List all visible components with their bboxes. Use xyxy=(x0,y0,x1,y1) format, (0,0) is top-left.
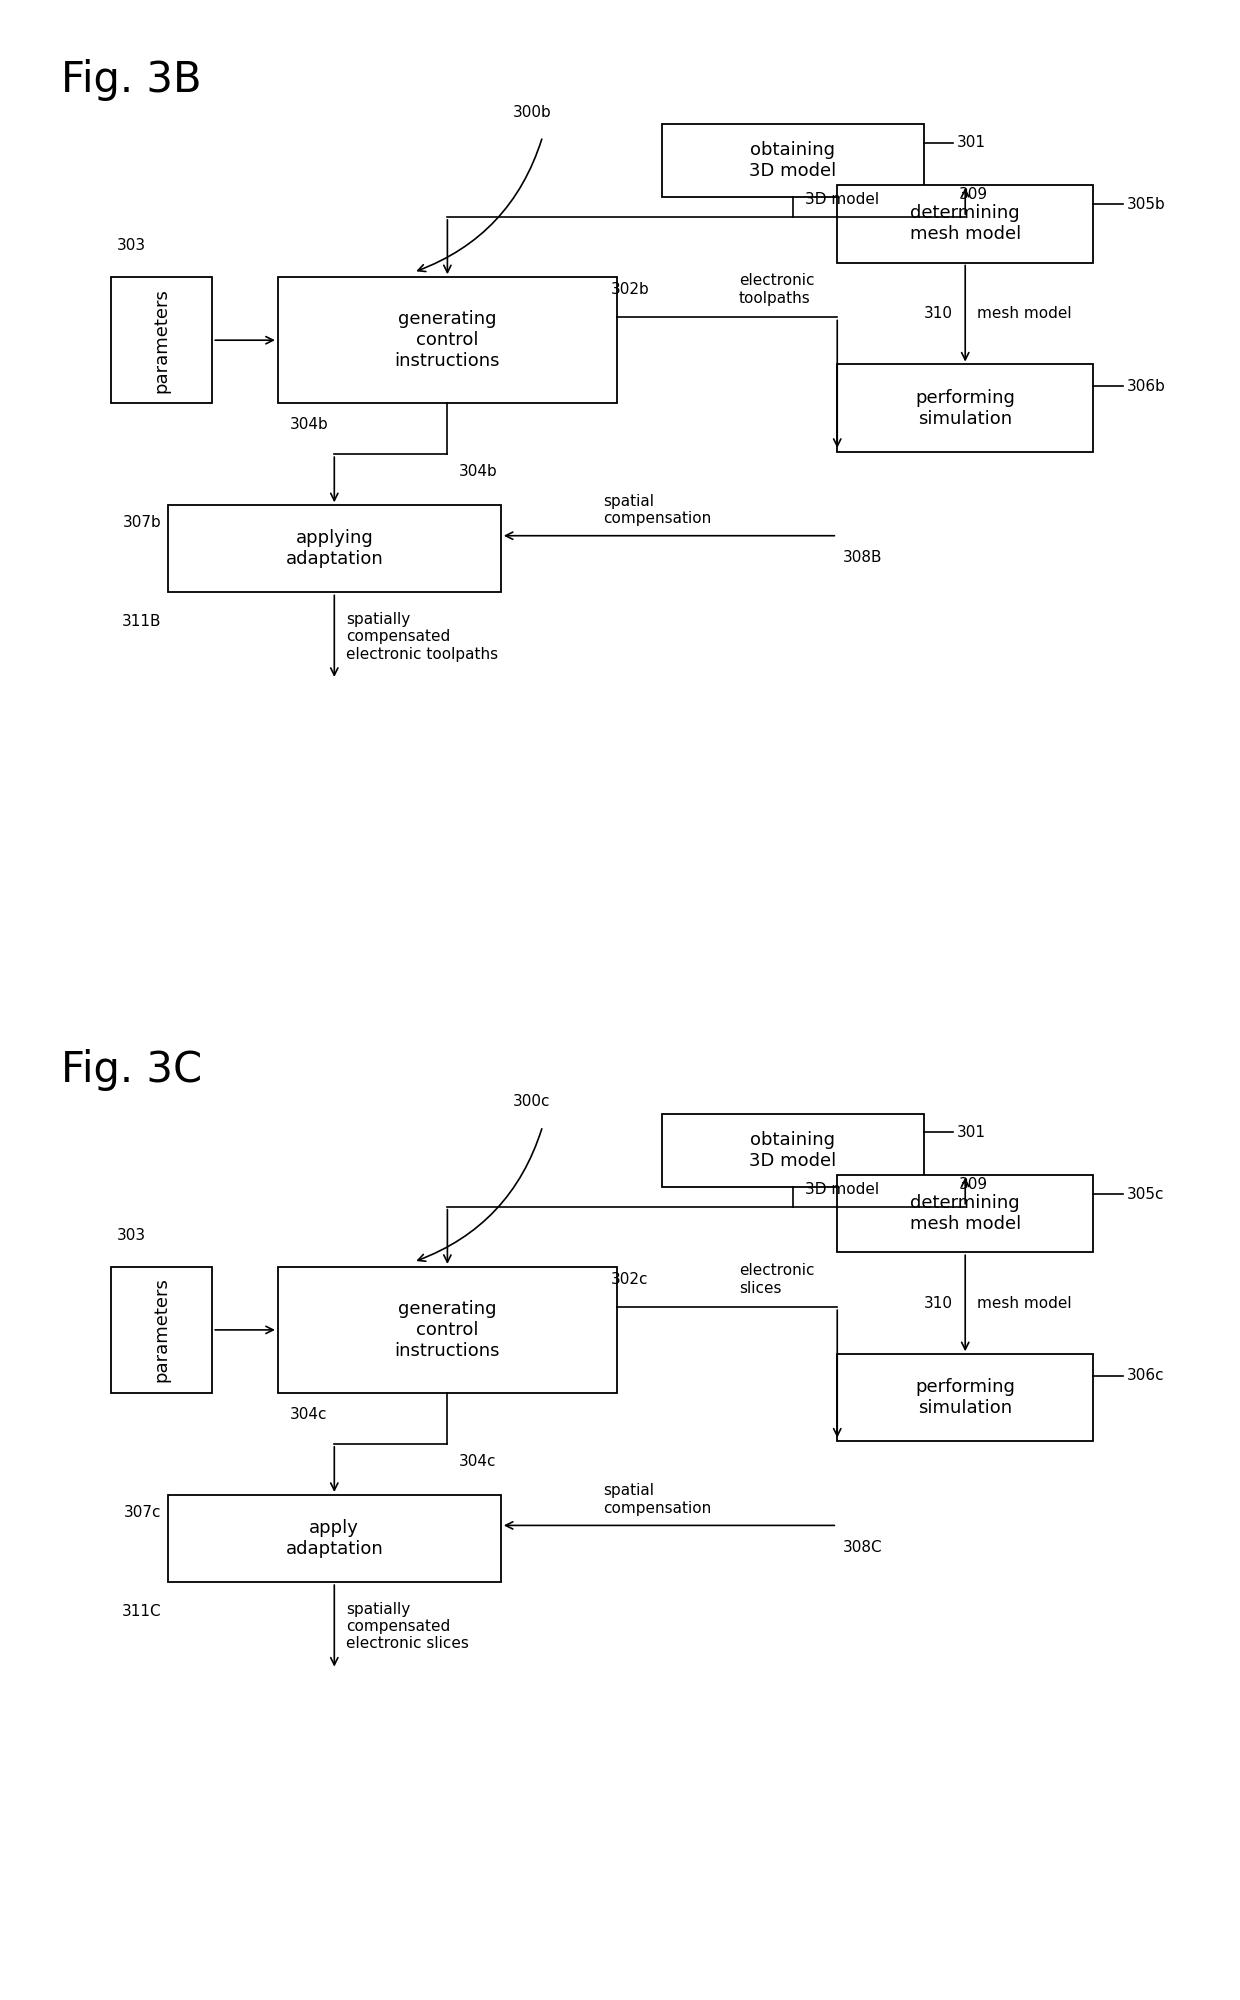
Text: 302b: 302b xyxy=(611,282,650,296)
Text: 304c: 304c xyxy=(459,1454,497,1468)
FancyBboxPatch shape xyxy=(837,184,1094,262)
Text: spatial
compensation: spatial compensation xyxy=(603,494,712,526)
Text: 311C: 311C xyxy=(122,1604,161,1618)
FancyBboxPatch shape xyxy=(837,1174,1094,1252)
FancyArrowPatch shape xyxy=(418,140,542,272)
Text: 304b: 304b xyxy=(290,418,329,432)
FancyBboxPatch shape xyxy=(112,278,212,404)
Text: 307b: 307b xyxy=(123,516,161,530)
Text: 308B: 308B xyxy=(843,550,883,566)
Text: 3D model: 3D model xyxy=(805,192,879,208)
Text: 303: 303 xyxy=(117,238,146,252)
Text: 303: 303 xyxy=(117,1228,146,1242)
Text: parameters: parameters xyxy=(153,288,171,392)
FancyBboxPatch shape xyxy=(167,1494,501,1582)
Text: mesh model: mesh model xyxy=(977,306,1071,322)
Text: 305c: 305c xyxy=(1126,1186,1164,1202)
Text: 307c: 307c xyxy=(124,1504,161,1520)
FancyBboxPatch shape xyxy=(278,1266,618,1392)
Text: apply
adaptation: apply adaptation xyxy=(285,1520,383,1558)
Text: spatially
compensated
electronic slices: spatially compensated electronic slices xyxy=(346,1602,469,1652)
Text: spatially
compensated
electronic toolpaths: spatially compensated electronic toolpat… xyxy=(346,612,498,662)
Text: 301: 301 xyxy=(957,1124,986,1140)
Text: Fig. 3C: Fig. 3C xyxy=(61,1048,202,1090)
Text: electronic
slices: electronic slices xyxy=(739,1264,815,1296)
Text: electronic
toolpaths: electronic toolpaths xyxy=(739,274,815,306)
Text: 310: 310 xyxy=(924,306,954,322)
Text: performing
simulation: performing simulation xyxy=(915,388,1016,428)
Text: determining
mesh model: determining mesh model xyxy=(910,1194,1021,1232)
Text: applying
adaptation: applying adaptation xyxy=(285,530,383,568)
FancyBboxPatch shape xyxy=(837,1354,1094,1442)
Text: 306c: 306c xyxy=(1126,1368,1164,1384)
Text: 304b: 304b xyxy=(459,464,498,478)
FancyBboxPatch shape xyxy=(278,278,618,404)
FancyArrowPatch shape xyxy=(418,1128,542,1262)
Text: 305b: 305b xyxy=(1126,196,1166,212)
Text: performing
simulation: performing simulation xyxy=(915,1378,1016,1418)
Text: 302c: 302c xyxy=(611,1272,649,1286)
Text: 310: 310 xyxy=(924,1296,954,1310)
Text: Fig. 3B: Fig. 3B xyxy=(61,58,201,100)
Text: spatial
compensation: spatial compensation xyxy=(603,1484,712,1516)
Text: mesh model: mesh model xyxy=(977,1296,1071,1310)
Text: 309: 309 xyxy=(960,1178,988,1192)
Text: 301: 301 xyxy=(957,136,986,150)
Text: obtaining
3D model: obtaining 3D model xyxy=(749,142,836,180)
Text: 3D model: 3D model xyxy=(805,1182,879,1196)
Text: 306b: 306b xyxy=(1126,378,1166,394)
Text: parameters: parameters xyxy=(153,1278,171,1382)
FancyBboxPatch shape xyxy=(112,1266,212,1392)
Text: generating
control
instructions: generating control instructions xyxy=(394,1300,500,1360)
Text: 304c: 304c xyxy=(290,1406,327,1422)
FancyBboxPatch shape xyxy=(662,124,924,198)
Text: 311B: 311B xyxy=(123,614,161,630)
Text: determining
mesh model: determining mesh model xyxy=(910,204,1021,244)
Text: 309: 309 xyxy=(960,188,988,202)
Text: 308C: 308C xyxy=(843,1540,883,1554)
Text: obtaining
3D model: obtaining 3D model xyxy=(749,1130,836,1170)
FancyBboxPatch shape xyxy=(837,364,1094,452)
FancyBboxPatch shape xyxy=(662,1114,924,1186)
Text: 300b: 300b xyxy=(513,104,552,120)
Text: 300c: 300c xyxy=(513,1094,551,1110)
FancyBboxPatch shape xyxy=(167,506,501,592)
Text: generating
control
instructions: generating control instructions xyxy=(394,310,500,370)
